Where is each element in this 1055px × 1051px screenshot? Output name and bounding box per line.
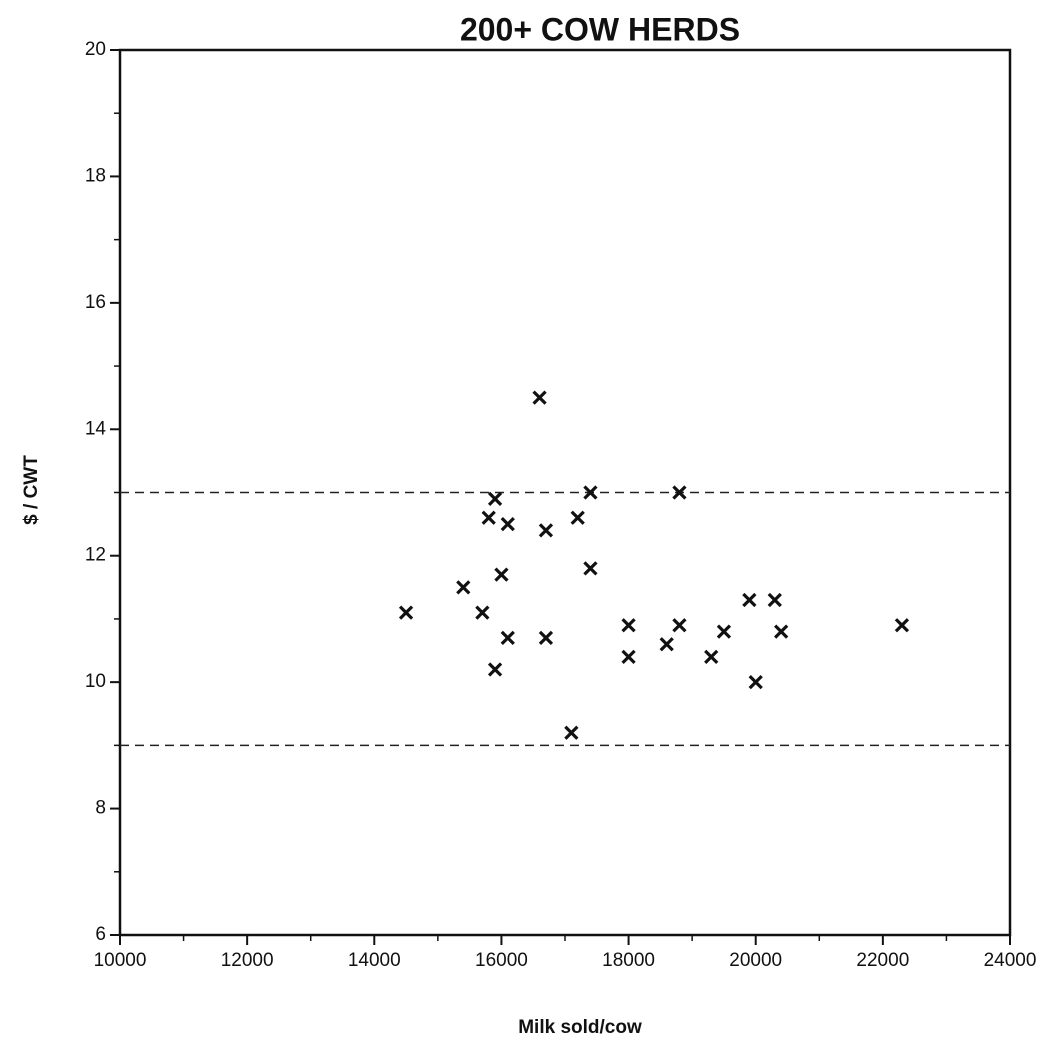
point	[774, 624, 789, 639]
x-tick-label: 10000	[94, 950, 147, 971]
x-tick-label: 18000	[602, 950, 655, 971]
point	[475, 605, 490, 620]
y-tick-label: 20	[85, 39, 106, 60]
point	[672, 618, 687, 633]
point	[570, 510, 585, 525]
x-tick-label: 24000	[984, 950, 1037, 971]
x-tick-label: 22000	[856, 950, 909, 971]
point	[583, 485, 598, 500]
point	[398, 605, 414, 620]
x-tick-label: 20000	[729, 950, 782, 971]
point	[583, 561, 598, 576]
point	[500, 630, 515, 646]
point	[564, 725, 579, 740]
point	[748, 675, 763, 690]
y-tick-label: 18	[85, 165, 106, 186]
point	[767, 592, 782, 608]
point	[704, 649, 719, 664]
point	[621, 618, 636, 633]
point	[532, 390, 547, 405]
point	[672, 485, 687, 500]
y-tick-label: 10	[85, 671, 106, 692]
point	[500, 516, 515, 532]
point	[659, 637, 674, 652]
point	[716, 624, 732, 639]
point	[494, 567, 509, 582]
chart-title: 200+ COW HERDS	[460, 11, 740, 47]
point	[894, 618, 910, 633]
y-tick-label: 12	[85, 545, 106, 566]
point	[487, 662, 503, 677]
point	[538, 630, 554, 646]
point	[487, 491, 503, 506]
y-axis-label: $ / CWT	[21, 455, 42, 525]
x-axis-label: Milk sold/cow	[518, 1017, 642, 1038]
x-tick-label: 12000	[221, 950, 274, 971]
y-tick-label: 6	[95, 924, 106, 945]
point	[621, 649, 636, 664]
point	[481, 510, 496, 525]
x-tick-label: 14000	[348, 950, 401, 971]
x-tick-label: 16000	[475, 950, 528, 971]
point	[538, 523, 554, 538]
y-tick-label: 16	[85, 292, 106, 313]
point	[742, 592, 757, 608]
y-tick-label: 8	[95, 798, 106, 819]
y-tick-label: 14	[85, 418, 107, 439]
point	[456, 580, 471, 595]
